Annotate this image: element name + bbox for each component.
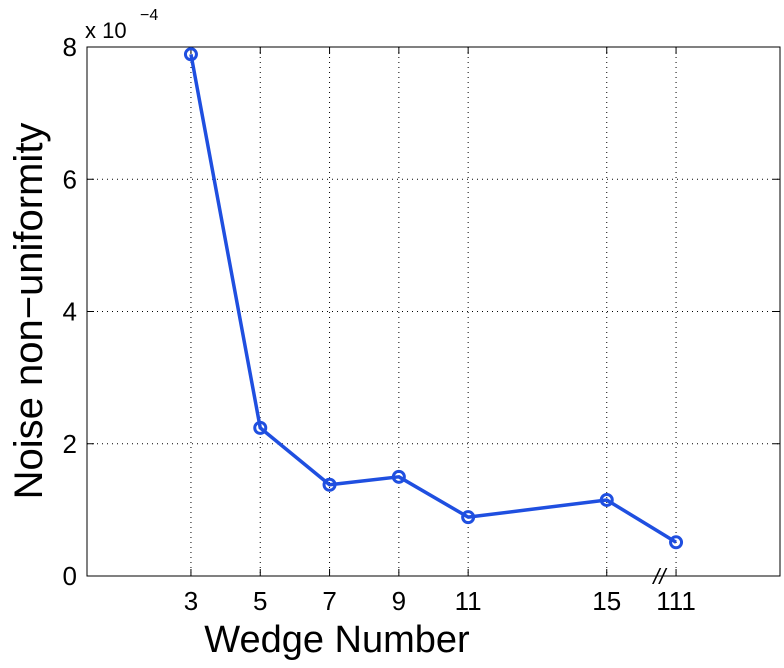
x-tick-label: 3: [184, 586, 198, 616]
x-tick-label: 9: [392, 586, 406, 616]
data-point: [669, 535, 684, 550]
x-tick-label: 11: [455, 586, 482, 616]
data-line: [189, 53, 677, 544]
y-tick-label: 4: [63, 297, 77, 327]
data-point: [183, 47, 198, 62]
data-point: [461, 510, 476, 525]
y-multiplier: x 10: [85, 18, 127, 43]
y-exponent: −4: [140, 7, 158, 24]
y-tick-label: 0: [63, 561, 77, 591]
data-point: [253, 420, 268, 435]
data-point: [391, 469, 406, 484]
y-axis-label: Noise non−uniformity: [7, 123, 51, 500]
y-tick-label: 8: [63, 32, 77, 62]
x-tick-label: 15: [592, 586, 621, 616]
x-tick-label: 5: [253, 586, 267, 616]
data-point: [322, 477, 337, 492]
x-tick-label: 111: [656, 586, 696, 616]
y-tick-label: 6: [63, 164, 77, 194]
data-point: [599, 492, 614, 507]
plot-frame: [86, 46, 781, 577]
x-tick-label: 7: [322, 586, 336, 616]
x-axis-label: Wedge Number: [204, 619, 470, 661]
y-tick-label: 2: [63, 429, 77, 459]
